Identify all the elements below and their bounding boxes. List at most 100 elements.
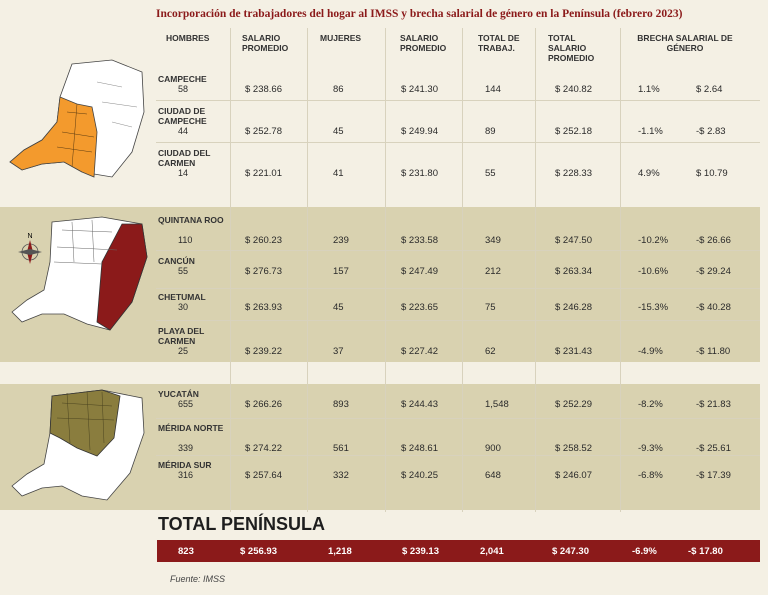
row-salario-hombres: $ 260.23 bbox=[245, 235, 282, 246]
row-brecha-monto: -$ 25.61 bbox=[696, 443, 731, 454]
row-brecha-pct: -8.2% bbox=[638, 399, 663, 410]
row-total-salario: $ 258.52 bbox=[555, 443, 592, 454]
row-name: CIUDAD DE CAMPECHE bbox=[158, 106, 207, 126]
row-brecha-monto: -$ 21.83 bbox=[696, 399, 731, 410]
row-name: YUCATÁN bbox=[158, 389, 199, 399]
total-brecha-pct: -6.9% bbox=[632, 546, 657, 557]
row-total-trabajadores: 55 bbox=[485, 168, 496, 179]
row-mujeres: 37 bbox=[333, 346, 344, 357]
row-salario-hombres: $ 266.26 bbox=[245, 399, 282, 410]
compass-rose-icon bbox=[18, 240, 42, 264]
row-name: CANCÚN bbox=[158, 256, 195, 266]
row-brecha-monto: -$ 26.66 bbox=[696, 235, 731, 246]
header-salario-mujeres: SALARIO PROMEDIO bbox=[400, 33, 447, 53]
row-name: QUINTANA ROO bbox=[158, 215, 224, 225]
row-hombres: 14 bbox=[178, 168, 189, 178]
row-hombres: 58 bbox=[178, 84, 189, 94]
row-mujeres: 86 bbox=[333, 84, 344, 95]
row-salario-mujeres: $ 244.43 bbox=[401, 399, 438, 410]
row-hombres: 339 bbox=[178, 443, 194, 453]
row-total-salario: $ 228.33 bbox=[555, 168, 592, 179]
row-brecha-pct: -1.1% bbox=[638, 126, 663, 137]
row-brecha-pct: 1.1% bbox=[638, 84, 660, 95]
header-total-salario: TOTAL SALARIO PROMEDIO bbox=[548, 33, 595, 63]
quintana-roo-map: N bbox=[11, 216, 148, 331]
chart-title: Incorporación de trabajadores del hogar … bbox=[156, 8, 683, 20]
row-hombres: 316 bbox=[178, 470, 194, 480]
row-mujeres: 561 bbox=[333, 443, 349, 454]
row-hombres: 44 bbox=[178, 126, 189, 136]
row-total-salario: $ 246.07 bbox=[555, 470, 592, 481]
row-brecha-pct: -10.6% bbox=[638, 266, 669, 277]
row-total-trabajadores: 349 bbox=[485, 235, 501, 246]
row-salario-hombres: $ 238.66 bbox=[245, 84, 282, 95]
row-salario-mujeres: $ 247.49 bbox=[401, 266, 438, 277]
row-mujeres: 239 bbox=[333, 235, 349, 246]
row-brecha-pct: -9.3% bbox=[638, 443, 663, 454]
header-mujeres: MUJERES bbox=[320, 33, 362, 43]
row-salario-hombres: $ 276.73 bbox=[245, 266, 282, 277]
row-total-trabajadores: 212 bbox=[485, 266, 501, 277]
campeche-map bbox=[9, 59, 145, 178]
row-total-trabajadores: 75 bbox=[485, 302, 496, 313]
row-name: MÉRIDA SUR bbox=[158, 460, 212, 470]
row-brecha-monto: $ 10.79 bbox=[696, 168, 728, 179]
row-salario-hombres: $ 252.78 bbox=[245, 126, 282, 137]
row-salario-hombres: $ 221.01 bbox=[245, 168, 282, 179]
row-hombres: 25 bbox=[178, 346, 189, 356]
row-name: CIUDAD DEL CARMEN bbox=[158, 148, 211, 168]
row-name: CHETUMAL bbox=[158, 292, 206, 302]
row-salario-mujeres: $ 227.42 bbox=[401, 346, 438, 357]
total-mujeres: 1,218 bbox=[328, 546, 352, 557]
row-total-trabajadores: 144 bbox=[485, 84, 501, 95]
row-salario-mujeres: $ 249.94 bbox=[401, 126, 438, 137]
row-name: PLAYA DEL CARMEN bbox=[158, 326, 205, 346]
row-brecha-monto: -$ 29.24 bbox=[696, 266, 731, 277]
row-brecha-monto: -$ 17.39 bbox=[696, 470, 731, 481]
header-total-trabajadores: TOTAL DE TRABAJ. bbox=[478, 33, 520, 53]
row-salario-mujeres: $ 231.80 bbox=[401, 168, 438, 179]
total-hombres: 823 bbox=[178, 546, 194, 557]
total-brecha-monto: -$ 17.80 bbox=[688, 546, 723, 557]
row-salario-mujeres: $ 240.25 bbox=[401, 470, 438, 481]
row-total-trabajadores: 900 bbox=[485, 443, 501, 454]
row-mujeres: 893 bbox=[333, 399, 349, 410]
total-salario-hombres: $ 256.93 bbox=[240, 546, 277, 557]
header-salario-hombres: SALARIO PROMEDIO bbox=[242, 33, 289, 53]
row-salario-hombres: $ 257.64 bbox=[245, 470, 282, 481]
total-salario-mujeres: $ 239.13 bbox=[402, 546, 439, 557]
total-salario-promedio: $ 247.30 bbox=[552, 546, 589, 557]
row-salario-hombres: $ 239.22 bbox=[245, 346, 282, 357]
row-total-salario: $ 240.82 bbox=[555, 84, 592, 95]
row-brecha-monto: -$ 11.80 bbox=[696, 346, 731, 357]
row-brecha-pct: -6.8% bbox=[638, 470, 663, 481]
row-mujeres: 157 bbox=[333, 266, 349, 277]
row-hombres: 655 bbox=[178, 399, 194, 409]
row-total-salario: $ 247.50 bbox=[555, 235, 592, 246]
row-mujeres: 41 bbox=[333, 168, 344, 179]
row-brecha-pct: -10.2% bbox=[638, 235, 669, 246]
row-salario-hombres: $ 274.22 bbox=[245, 443, 282, 454]
row-total-salario: $ 231.43 bbox=[555, 346, 592, 357]
row-total-salario: $ 246.28 bbox=[555, 302, 592, 313]
source-note: Fuente: IMSS bbox=[170, 574, 226, 584]
yucatan-map bbox=[11, 389, 145, 501]
row-salario-mujeres: $ 233.58 bbox=[401, 235, 438, 246]
row-brecha-monto: -$ 40.28 bbox=[696, 302, 731, 313]
row-total-trabajadores: 89 bbox=[485, 126, 496, 137]
header-brecha: BRECHA SALARIAL DE GÉNERO bbox=[637, 33, 733, 53]
row-salario-hombres: $ 263.93 bbox=[245, 302, 282, 313]
row-brecha-pct: 4.9% bbox=[638, 168, 660, 179]
compass-north-label: N bbox=[27, 233, 32, 240]
total-peninsula-title: TOTAL PENÍNSULA bbox=[158, 514, 326, 534]
row-mujeres: 45 bbox=[333, 302, 344, 313]
row-total-trabajadores: 648 bbox=[485, 470, 501, 481]
total-trabajadores: 2,041 bbox=[480, 546, 504, 557]
row-hombres: 55 bbox=[178, 266, 189, 276]
row-total-trabajadores: 62 bbox=[485, 346, 496, 357]
row-name: CAMPECHE bbox=[158, 74, 207, 84]
row-salario-mujeres: $ 223.65 bbox=[401, 302, 438, 313]
row-name: MÉRIDA NORTE bbox=[158, 423, 224, 433]
total-peninsula-bar bbox=[157, 540, 760, 562]
row-total-salario: $ 252.18 bbox=[555, 126, 592, 137]
